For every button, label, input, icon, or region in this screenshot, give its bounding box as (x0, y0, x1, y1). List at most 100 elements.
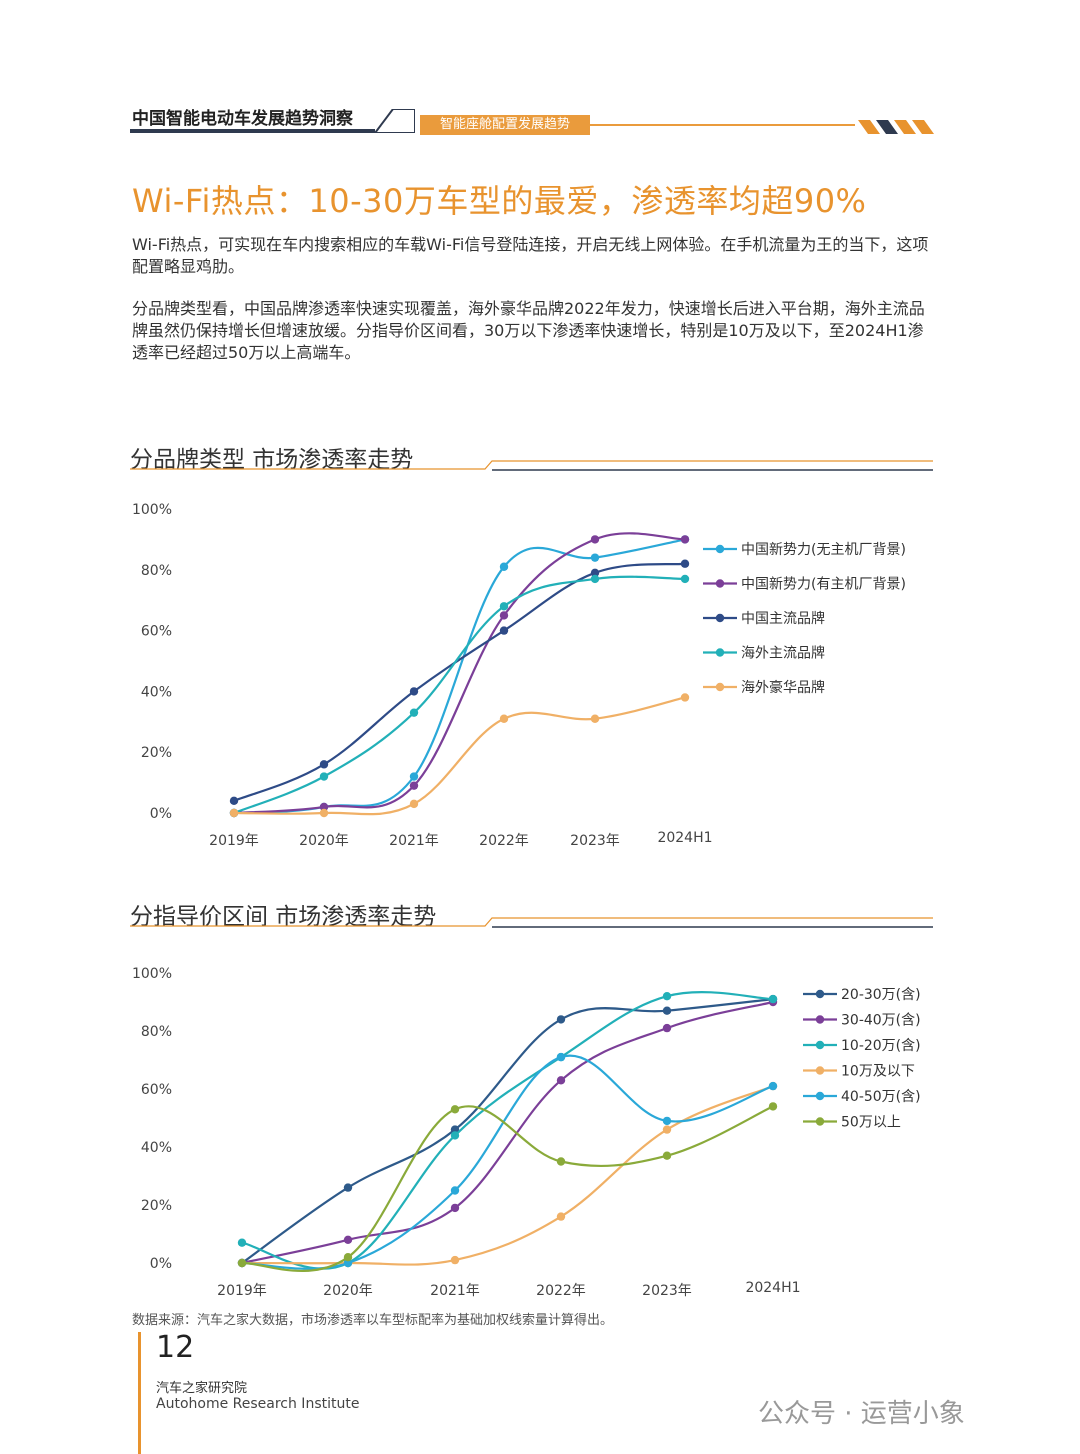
data-point (499, 602, 509, 611)
analysis-paragraph: 分品牌类型看，中国品牌渗透率快速实现覆盖，海外豪华品牌2022年发力，快速增长后… (132, 299, 925, 362)
data-point (343, 1183, 353, 1192)
data-point (590, 574, 600, 584)
y-tick-label: 0% (150, 806, 172, 822)
institute-name-en: Autohome Research Institute (156, 1396, 360, 1412)
page-title: Wi-Fi热点：10-30万车型的最爱，渗透率均超90% (132, 182, 867, 220)
legend-label: 中国新势力(有主机厂背景) (741, 577, 906, 593)
data-point (680, 535, 690, 544)
data-point (662, 1125, 672, 1134)
data-point (409, 687, 419, 696)
y-tick-label: 40% (141, 1140, 172, 1156)
data-point (450, 1105, 460, 1114)
legend-label: 50万以上 (841, 1115, 901, 1131)
data-point (662, 1116, 672, 1126)
data-point (590, 553, 600, 562)
legend-marker (715, 579, 725, 588)
y-tick-label: 80% (141, 1024, 172, 1040)
data-point (499, 714, 509, 723)
series-line (241, 1054, 774, 1270)
data-point (343, 1235, 353, 1244)
data-point (409, 781, 419, 790)
data-point (556, 1212, 566, 1221)
data-point (450, 1203, 460, 1213)
series-line (233, 562, 686, 802)
series-line (241, 1085, 774, 1266)
x-tick-label: 2022年 (479, 833, 529, 849)
watermark: 公众号 · 运营小象 (758, 1399, 965, 1429)
legend-label: 10-20万(含) (841, 1038, 921, 1054)
legend-label: 10万及以下 (841, 1064, 915, 1080)
institute-name-cn: 汽车之家研究院 (156, 1381, 248, 1396)
y-tick-label: 0% (150, 1256, 172, 1272)
data-point (319, 772, 329, 781)
data-point (319, 760, 329, 769)
data-point (450, 1131, 460, 1140)
y-tick-label: 60% (141, 1082, 172, 1098)
legend-label: 海外主流品牌 (741, 645, 825, 662)
intro-paragraph: Wi-Fi热点，可实现在车内搜索相应的车载Wi-Fi信号登陆连接，开启无线上网体… (132, 235, 929, 276)
series-line (241, 998, 774, 1264)
x-tick-label: 2020年 (299, 833, 349, 849)
series-line (241, 1000, 774, 1265)
x-tick-label: 2023年 (642, 1283, 692, 1299)
series-line (233, 532, 686, 815)
legend-marker (715, 648, 725, 657)
data-point (450, 1186, 460, 1195)
data-point (409, 799, 419, 809)
legend-marker (715, 682, 725, 692)
footer-bar (138, 1332, 141, 1454)
data-point (556, 1052, 566, 1062)
x-tick-label: 2022年 (536, 1283, 586, 1299)
header-line (590, 124, 855, 126)
section-divider-price (130, 917, 933, 928)
y-tick-label: 60% (141, 624, 172, 640)
source-note: 数据来源：汽车之家大数据，市场渗透率以车型标配率为基础加权线索量计算得出。 (132, 1313, 614, 1328)
data-point (768, 1102, 778, 1111)
data-point (343, 1253, 353, 1262)
data-point (499, 611, 509, 620)
data-point (343, 1258, 353, 1268)
data-point (450, 1255, 460, 1265)
data-point (768, 1081, 778, 1091)
x-tick-label: 2019年 (209, 833, 259, 849)
legend-label: 中国新势力(无主机厂背景) (741, 542, 906, 558)
legend-marker (715, 613, 725, 623)
legend-label: 中国主流品牌 (741, 610, 825, 627)
legend-marker (815, 1040, 825, 1050)
stripes-decoration (858, 120, 934, 134)
legend-label: 海外豪华品牌 (741, 679, 825, 696)
data-point (409, 772, 419, 781)
legend-marker (815, 1117, 825, 1126)
y-tick-label: 40% (141, 684, 172, 700)
legend-label: 40-50万(含) (841, 1089, 921, 1105)
legend-label: 30-40万(含) (841, 1013, 921, 1029)
data-point (680, 693, 690, 702)
header-slant-decoration (375, 109, 415, 133)
data-point (237, 1238, 247, 1247)
data-point (229, 808, 239, 818)
data-point (499, 626, 509, 635)
y-tick-label: 100% (132, 502, 172, 518)
y-tick-label: 80% (141, 563, 172, 579)
data-point (680, 559, 690, 568)
data-point (556, 1015, 566, 1024)
y-tick-label: 20% (141, 745, 172, 761)
series-line (233, 696, 686, 816)
y-tick-label: 20% (141, 1198, 172, 1214)
data-point (662, 1006, 672, 1015)
series-line (233, 575, 686, 815)
data-point (662, 1023, 672, 1033)
x-tick-label: 2021年 (430, 1283, 480, 1299)
data-point (450, 1125, 460, 1134)
header-title: 中国智能电动车发展趋势洞察 (132, 109, 353, 129)
x-tick-label: 2020年 (323, 1283, 373, 1299)
legend-marker (815, 1091, 825, 1101)
legend-marker (815, 1015, 825, 1024)
data-point (229, 796, 239, 806)
data-point (319, 802, 329, 812)
x-tick-label: 2024H1 (745, 1280, 800, 1296)
legend-marker (815, 1066, 825, 1075)
series-line (241, 991, 774, 1270)
data-point (409, 708, 419, 717)
data-point (556, 1157, 566, 1166)
